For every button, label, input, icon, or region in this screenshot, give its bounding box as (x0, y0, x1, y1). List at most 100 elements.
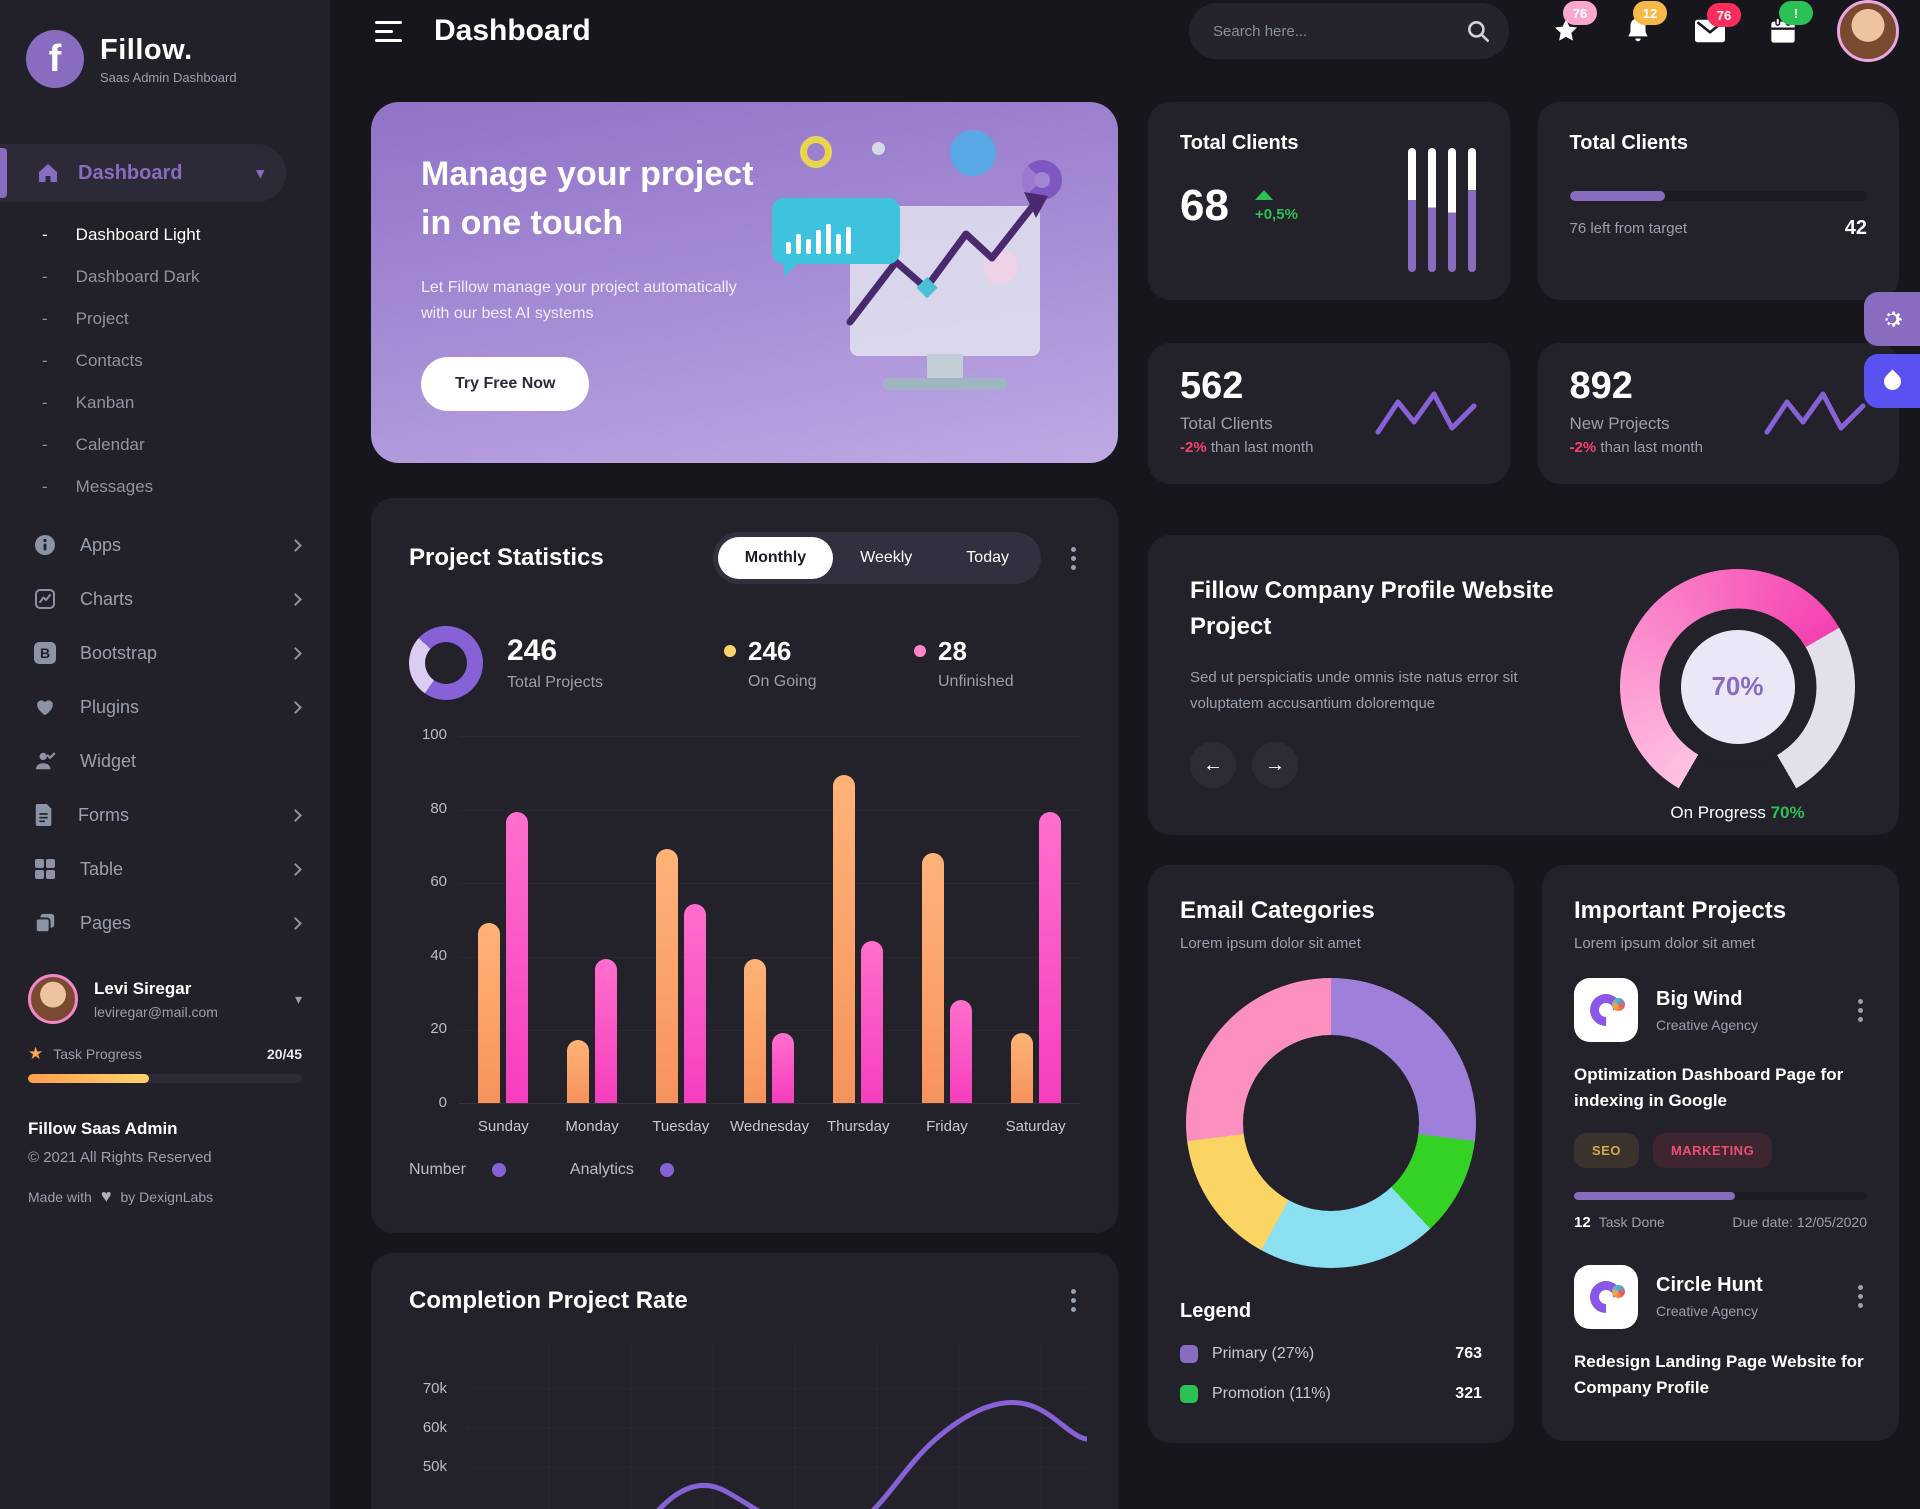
search-input[interactable] (1213, 22, 1465, 40)
sidebar-item-widget[interactable]: Widget (0, 734, 330, 788)
sidebar-subitem-calendar[interactable]: - Calendar (0, 424, 330, 466)
x-axis-label: Monday (565, 1118, 619, 1135)
dash-bullet: - (42, 435, 48, 454)
card-subtitle: Lorem ipsum dolor sit amet (1574, 935, 1755, 952)
sidebar-subitem-dashboard-light[interactable]: - Dashboard Light (0, 214, 330, 256)
gauge-label: On Progress (1670, 803, 1766, 822)
sidebar-subitem-contacts[interactable]: - Contacts (0, 340, 330, 382)
completion-rate-card: Completion Project Rate 70k 60k 50k (371, 1253, 1118, 1509)
banner-body: Let Fillow manage your project automatic… (421, 278, 737, 322)
hamburger-menu-icon[interactable] (371, 17, 406, 46)
task-progress-value: 20/45 (266, 1046, 302, 1062)
x-axis-label: Friday (926, 1118, 968, 1135)
menu-label: Pages (80, 912, 132, 933)
project-progress-fill (1574, 1191, 1736, 1200)
sidebar-subitem-dashboard-dark[interactable]: - Dashboard Dark (0, 256, 330, 298)
y-axis-label: 60 (430, 873, 447, 891)
dash-bullet: - (42, 225, 48, 244)
company-profile-card: Fillow Company Profile Website Project S… (1148, 535, 1899, 835)
sidebar-footer: Fillow Saas Admin © 2021 All Rights Rese… (0, 1119, 330, 1207)
unfinished-value: 28 (938, 635, 967, 666)
sidebar-item-forms[interactable]: Forms (0, 788, 330, 842)
tab-weekly[interactable]: Weekly (860, 549, 913, 566)
sidebar-item-dashboard[interactable]: Dashboard ▾ (0, 144, 286, 202)
growth-arrow-illustration (846, 192, 1048, 326)
bar-sunday-number (478, 923, 501, 1103)
dash-bullet: - (42, 267, 48, 286)
gridline (459, 1030, 1080, 1032)
project-name: Big Wind (1656, 987, 1743, 1010)
user-name: Levi Siregar (94, 978, 192, 998)
bar-wednesday-analytics (772, 1033, 795, 1103)
try-free-now-button[interactable]: Try Free Now (421, 357, 590, 412)
sidebar-item-pages[interactable]: Pages (0, 896, 330, 950)
chevron-down-icon: ▾ (294, 990, 302, 1007)
tab-monthly[interactable]: Monthly (717, 537, 834, 579)
calendar-badge: ! (1779, 1, 1813, 25)
arrow-right-button[interactable]: → (1252, 742, 1298, 788)
notifications-button[interactable]: 12 (1625, 1, 1667, 45)
bar-group-thursday (833, 775, 884, 1103)
bar-saturday-analytics (1038, 812, 1061, 1103)
bar-thursday-number (833, 775, 856, 1103)
stat-delta-suffix: than last month (1600, 439, 1703, 456)
sidebar-subitem-kanban[interactable]: - Kanban (0, 382, 330, 424)
user-check-icon (34, 750, 56, 772)
calendar-button[interactable]: ! (1769, 1, 1813, 45)
sidebar-submenu: - Dashboard Light - Dashboard Dark - Projec… (0, 214, 330, 508)
bell-badge: 12 (1633, 1, 1667, 25)
bottom-row: Email Categories Lorem ipsum dolor sit a… (1148, 865, 1899, 1443)
ongoing-value: 246 (748, 635, 792, 666)
banner-title: Manage your project in one touch (421, 155, 754, 243)
settings-button[interactable] (1864, 292, 1920, 346)
important-projects-card: Important Projects Lorem ipsum dolor sit… (1542, 865, 1899, 1442)
sidebar-item-table[interactable]: Table (0, 842, 330, 896)
card-title: Email Categories (1180, 897, 1375, 924)
kebab-menu-icon[interactable] (1854, 995, 1867, 1026)
menu-label: Bootstrap (80, 642, 158, 663)
arrow-left-button[interactable]: ← (1190, 742, 1236, 788)
ongoing-label: On Going (748, 672, 817, 690)
clients-month-card: 562 Total Clients -2% than last month (1148, 343, 1510, 484)
legend-dot (659, 1163, 674, 1177)
profile-avatar[interactable] (1837, 0, 1899, 62)
gear-icon (1879, 306, 1905, 332)
card-title: Project Statistics (409, 544, 604, 571)
brand[interactable]: f Fillow. Saas Admin Dashboard (0, 0, 330, 114)
sidebar-item-charts[interactable]: Charts (0, 572, 330, 626)
theme-button[interactable] (1864, 354, 1920, 408)
gridline (459, 883, 1080, 885)
tasks-done-count: 12 (1574, 1213, 1591, 1231)
header-icons: 76 12 76 ! (1551, 1, 1813, 45)
bar-group-monday (567, 959, 618, 1103)
tab-today[interactable]: Today (966, 549, 1009, 566)
search-icon[interactable] (1465, 18, 1491, 44)
page-title: Dashboard (434, 14, 591, 47)
sidebar-subitem-messages[interactable]: - Messages (0, 466, 330, 508)
kebab-menu-icon[interactable] (1854, 1281, 1867, 1312)
favorites-button[interactable]: 76 (1551, 1, 1597, 45)
sidebar-item-bootstrap[interactable]: B Bootstrap (0, 626, 330, 680)
avatar (28, 974, 78, 1024)
bar-group-sunday (478, 812, 529, 1103)
user-menu[interactable]: Levi Siregar leviregar@mail.com ▾ (28, 974, 302, 1024)
x-axis-label: Saturday (1005, 1118, 1066, 1135)
kebab-menu-icon[interactable] (1067, 1285, 1080, 1316)
email-categories-card: Email Categories Lorem ipsum dolor sit a… (1148, 865, 1514, 1443)
due-date: Due date: 12/05/2020 (1732, 1214, 1867, 1231)
subitem-label: Dashboard Light (75, 225, 201, 244)
x-axis-label: Sunday (477, 1118, 529, 1135)
kebab-menu-icon[interactable] (1067, 543, 1080, 574)
sidebar-subitem-project[interactable]: - Project (0, 298, 330, 340)
x-axis-label: Thursday (826, 1118, 890, 1135)
sidebar-item-plugins[interactable]: Plugins (0, 680, 330, 734)
messages-button[interactable]: 76 (1695, 3, 1741, 43)
sidebar-item-apps[interactable]: Apps (0, 518, 330, 572)
card-title: Completion Project Rate (409, 1286, 688, 1314)
legend-row: Promotion (11%) 321 (1180, 1385, 1482, 1403)
client-bar (1407, 148, 1416, 272)
chevron-right-icon (289, 592, 302, 606)
brand-name: Fillow. (100, 33, 193, 66)
sidebar-item-label: Dashboard (78, 161, 183, 184)
content: Manage your project in one touch Let Fill… (330, 62, 1920, 1509)
